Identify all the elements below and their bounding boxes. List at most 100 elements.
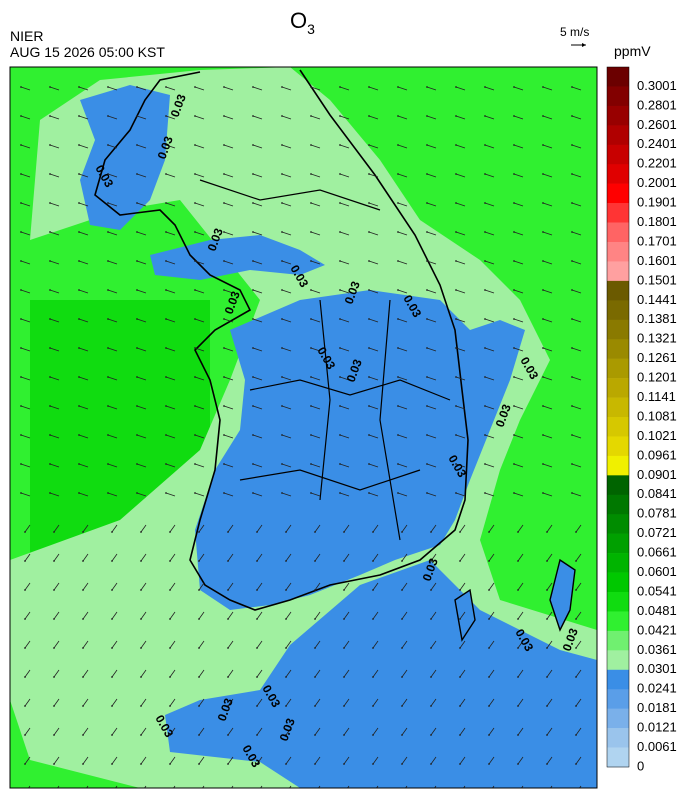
wind-arrow [227, 640, 234, 649]
wind-arrow [314, 640, 321, 649]
colorbar-label: 0.0901 [637, 467, 677, 482]
wind-arrow [49, 376, 60, 381]
wind-arrowhead [285, 792, 287, 794]
wind-arrow [310, 289, 321, 294]
wind-arrowhead [136, 231, 138, 233]
wind-arrowhead [459, 647, 461, 649]
wind-arrow [430, 640, 437, 649]
wind-arrowhead [459, 618, 461, 620]
wind-arrowhead [165, 492, 167, 494]
wind-arrow [517, 582, 524, 591]
wind-arrowhead [339, 202, 341, 204]
wind-arrow [426, 173, 437, 178]
wind-arrowhead [165, 115, 167, 117]
wind-arrow [339, 115, 350, 120]
wind-arrow [488, 669, 495, 678]
wind-arrowhead [575, 705, 577, 707]
wind-arrow [252, 144, 263, 149]
wind-arrowhead [542, 260, 544, 262]
wind-arrowhead [368, 434, 370, 436]
wind-arrow [24, 611, 31, 620]
wind-arrowhead [20, 173, 22, 175]
wind-arrowhead [488, 531, 490, 533]
wind-arrow [542, 86, 553, 91]
wind-arrowhead [24, 792, 26, 794]
wind-arrow [281, 463, 292, 468]
wind-arrowhead [571, 86, 573, 88]
wind-arrowhead [314, 531, 316, 533]
wind-arrowhead [198, 531, 200, 533]
wind-arrow [223, 405, 234, 410]
wind-arrow [194, 260, 205, 265]
wind-arrowhead [484, 463, 486, 465]
wind-arrow [140, 553, 147, 562]
wind-arrowhead [397, 173, 399, 175]
wind-arrowhead [194, 144, 196, 146]
wind-arrow [24, 640, 31, 649]
wind-arrowhead [339, 231, 341, 233]
wind-arrowhead [571, 492, 573, 494]
wind-arrow [111, 524, 118, 533]
wind-arrowhead [397, 260, 399, 262]
wind-arrowhead [252, 434, 254, 436]
wind-arrowhead [53, 705, 55, 707]
wind-arrow [256, 524, 263, 533]
wind-arrow [78, 376, 89, 381]
wind-arrowhead [20, 289, 22, 291]
wind-arrow [546, 669, 553, 678]
wind-arrowhead [513, 347, 515, 349]
wind-arrow [513, 405, 524, 410]
wind-arrowhead [256, 589, 258, 591]
colorbar-label: 0 [637, 758, 644, 773]
wind-arrowhead [227, 618, 229, 620]
wind-arrow [252, 231, 263, 236]
wind-arrowhead [78, 144, 80, 146]
colorbar-label: 0.0361 [637, 642, 677, 657]
wind-arrow [430, 611, 437, 620]
wind-arrowhead [194, 173, 196, 175]
wind-arrowhead [169, 763, 171, 765]
wind-arrow [513, 492, 524, 497]
wind-arrow [111, 582, 118, 591]
wind-arrow [397, 144, 408, 149]
wind-arrowhead [571, 289, 573, 291]
wind-arrow [165, 463, 176, 468]
wind-arrowhead [194, 492, 196, 494]
wind-arrow [111, 611, 118, 620]
wind-arrow [542, 492, 553, 497]
wind-arrow [368, 434, 379, 439]
colorbar-frame [606, 66, 630, 768]
map: 0.030.030.030.030.03 0.030.030.03 0.03 0.03… [9, 66, 598, 794]
wind-arrow [339, 144, 350, 149]
wind-arrow [459, 582, 466, 591]
wind-arrowhead [78, 434, 80, 436]
wind-arrowhead [401, 763, 403, 765]
wind-arrow [136, 434, 147, 439]
wind-arrow [426, 492, 437, 497]
wind-arrow [194, 405, 205, 410]
wind-arrow [165, 434, 176, 439]
wind-arrow [252, 405, 263, 410]
wind-arrow [20, 260, 31, 265]
colorbar-label: 0.1321 [637, 331, 677, 346]
wind-arrowhead [546, 531, 548, 533]
wind-arrowhead [397, 86, 399, 88]
wind-arrowhead [368, 173, 370, 175]
wind-arrowhead [513, 260, 515, 262]
wind-arrow [78, 347, 89, 352]
wind-arrowhead [430, 647, 432, 649]
wind-arrowhead [546, 647, 548, 649]
wind-arrow [136, 376, 147, 381]
wind-arrow [53, 640, 60, 649]
wind-arrow [372, 756, 379, 765]
wind-arrow [455, 86, 466, 91]
wind-arrow [49, 463, 60, 468]
wind-arrowhead [49, 231, 51, 233]
wind-arrowhead [339, 115, 341, 117]
wind-arrowhead [24, 734, 26, 736]
wind-arrow [198, 698, 205, 707]
wind-arrow [20, 231, 31, 236]
wind-arrow [169, 524, 176, 533]
wind-arrow [459, 524, 466, 533]
